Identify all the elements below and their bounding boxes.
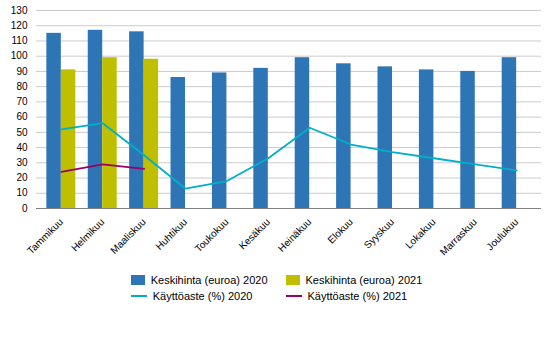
svg-text:Joulukuu: Joulukuu: [484, 216, 520, 252]
svg-text:90: 90: [16, 66, 28, 77]
svg-text:120: 120: [11, 20, 28, 31]
svg-text:100: 100: [11, 50, 28, 61]
svg-text:Marraskuu: Marraskuu: [438, 216, 479, 257]
svg-text:Elokuu: Elokuu: [325, 216, 354, 245]
svg-text:130: 130: [11, 5, 28, 16]
html-text:Keskihinta (euroa) 2021: Keskihinta (euroa) 2021: [305, 274, 423, 286]
svg-text:0: 0: [22, 203, 28, 214]
svg-text:Kesäkuu: Kesäkuu: [237, 216, 272, 251]
svg-text:40: 40: [16, 142, 28, 153]
svg-text:70: 70: [16, 96, 28, 107]
svg-text:Tammikuu: Tammikuu: [25, 216, 65, 256]
svg-text:30: 30: [16, 157, 28, 168]
svg-text:Helmikuu: Helmikuu: [69, 216, 106, 253]
svg-text:Huhtikuu: Huhtikuu: [154, 216, 190, 252]
svg-text:Lokakuu: Lokakuu: [403, 216, 438, 251]
svg-text:80: 80: [16, 81, 28, 92]
html-text:Keskihinta (euroa) 2020: Keskihinta (euroa) 2020: [150, 274, 268, 286]
svg-text:Toukokuu: Toukokuu: [193, 216, 231, 254]
svg-text:10: 10: [16, 187, 28, 198]
svg-text:50: 50: [16, 127, 28, 138]
svg-text:20: 20: [16, 172, 28, 183]
svg-text:Heinäkuu: Heinäkuu: [276, 216, 314, 254]
svg-text:Maaliskuu: Maaliskuu: [108, 216, 148, 256]
svg-text:60: 60: [16, 111, 28, 122]
html-text:Käyttöaste (%) 2021: Käyttöaste (%) 2021: [307, 290, 408, 302]
svg-text:110: 110: [12, 35, 28, 46]
svg-text:Syyskuu: Syyskuu: [362, 216, 397, 251]
html-text:Käyttöaste (%) 2020: Käyttöaste (%) 2020: [152, 290, 253, 302]
